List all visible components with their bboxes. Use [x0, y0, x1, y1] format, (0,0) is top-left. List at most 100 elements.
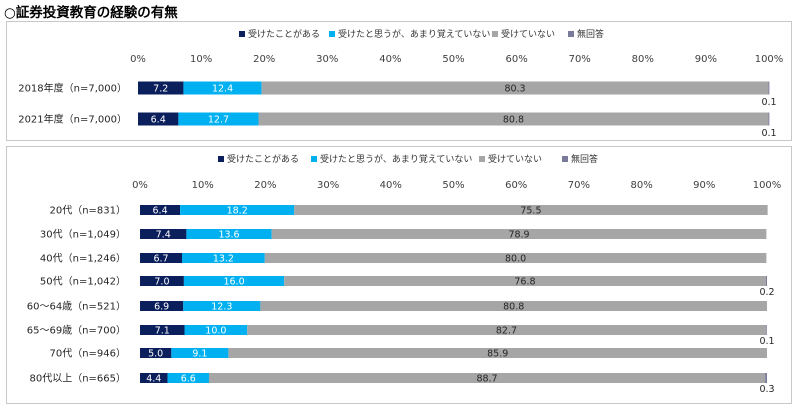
bar-segment-think_but_forgot — [183, 81, 262, 95]
data-label-not_received: 80.8 — [503, 302, 524, 313]
bar-segment-think_but_forgot — [171, 348, 229, 358]
x-tick-label: 20% — [254, 180, 276, 191]
bar-segment-think_but_forgot — [183, 276, 285, 286]
x-tick-label: 70% — [568, 180, 590, 191]
data-label-think_but_forgot: 16.0 — [223, 277, 244, 288]
bar-segment-experienced — [140, 205, 181, 215]
category-label: 80代以上（n=665） — [29, 373, 126, 385]
data-label-no_answer: 0.3 — [759, 384, 774, 395]
data-label-not_received: 78.9 — [508, 230, 529, 241]
data-label-experienced: 4.4 — [146, 374, 161, 385]
bar-segment-think_but_forgot — [178, 112, 259, 126]
data-label-think_but_forgot: 12.7 — [208, 115, 229, 126]
x-tick-label: 0% — [132, 180, 148, 191]
legend-swatch-experienced — [239, 31, 245, 37]
bar-segment-think_but_forgot — [167, 373, 209, 383]
data-label-think_but_forgot: 13.2 — [213, 254, 234, 265]
bar-segment-no_answer — [768, 112, 770, 126]
x-tick-label: 40% — [379, 54, 401, 65]
bar-segment-think_but_forgot — [182, 253, 265, 263]
x-tick-label: 50% — [442, 180, 464, 191]
data-label-think_but_forgot: 12.3 — [211, 302, 232, 313]
x-tick-label: 30% — [316, 54, 338, 65]
legend-swatch-not_received — [492, 31, 498, 37]
chart-panel-by-year: 受けたことがある 受けたと思うが、あまり覚えていない 受けていない 無回答 0% 10% 2… — [6, 21, 792, 141]
legend-swatch-think_but_forgot — [329, 31, 335, 37]
legend-swatch-no_answer — [562, 156, 568, 162]
legend-swatch-no_answer — [568, 31, 574, 37]
data-label-think_but_forgot: 18.2 — [227, 206, 248, 217]
x-tick-label: 10% — [190, 54, 212, 65]
bar-segment-experienced — [140, 276, 184, 286]
chart-panel-by-age: 受けたことがある 受けたと思うが、あまり覚えていない 受けていない 無回答 0% 10% 2… — [6, 146, 792, 404]
bar-segment-experienced — [140, 253, 183, 263]
category-label: 60～64歳（n=521） — [27, 301, 126, 313]
x-tick-label: 70% — [569, 54, 591, 65]
bar-segment-not_received — [294, 205, 768, 215]
bar-segment-not_received — [260, 301, 767, 311]
category-label: 30代（n=1,049） — [40, 229, 126, 241]
data-label-think_but_forgot: 9.1 — [192, 349, 207, 360]
data-label-experienced: 7.4 — [156, 230, 171, 241]
x-tick-label: 100% — [755, 54, 784, 65]
bar-segment-experienced — [140, 325, 185, 335]
stacked-bar-chart-by-age: 受けたことがある 受けたと思うが、あまり覚えていない 受けていない 無回答 0% 10% 2… — [27, 153, 782, 395]
bar-segment-think_but_forgot — [180, 205, 295, 215]
category-label: 2018年度（n=7,000） — [18, 82, 127, 95]
bar-segment-think_but_forgot — [184, 325, 248, 335]
data-label-experienced: 6.9 — [154, 302, 169, 313]
bar-segment-not_received — [258, 112, 769, 126]
x-tick-label: 30% — [317, 180, 339, 191]
data-label-think_but_forgot: 10.0 — [205, 326, 226, 337]
bar-segment-not_received — [208, 373, 766, 383]
bar-segment-think_but_forgot — [186, 229, 272, 239]
data-label-not_received: 88.7 — [476, 374, 497, 385]
bar-segment-experienced — [140, 373, 168, 383]
data-label-think_but_forgot: 13.6 — [218, 230, 239, 241]
bar-segment-no_answer — [765, 325, 767, 335]
x-tick-label: 10% — [192, 180, 214, 191]
bar-segment-experienced — [140, 229, 187, 239]
legend-label-think_but_forgot: 受けたと思うが、あまり覚えていない — [338, 28, 490, 40]
x-tick-label: 40% — [380, 180, 402, 191]
data-label-think_but_forgot: 6.6 — [181, 374, 196, 385]
legend-swatch-experienced — [218, 156, 224, 162]
legend-swatch-not_received — [479, 156, 485, 162]
legend-swatch-think_but_forgot — [311, 156, 317, 162]
bar-segment-experienced — [138, 112, 179, 126]
legend-label-experienced: 受けたことがある — [227, 153, 299, 165]
bar-segment-not_received — [271, 229, 767, 239]
category-label: 70代（n=946） — [49, 348, 126, 360]
data-label-no_answer: 0.1 — [759, 336, 774, 347]
x-tick-label: 90% — [695, 54, 717, 65]
legend-label-not_received: 受けていない — [488, 153, 542, 165]
bar-segment-not_received — [228, 348, 768, 358]
bar-segment-not_received — [264, 253, 767, 263]
x-tick-label: 60% — [505, 180, 527, 191]
bar-segment-not_received — [247, 325, 766, 335]
data-label-not_received: 80.8 — [503, 115, 524, 126]
data-label-experienced: 6.4 — [151, 115, 166, 126]
x-tick-label: 20% — [253, 54, 275, 65]
page-title: ○証券投資教育の経験の有無 — [4, 5, 178, 21]
x-tick-label: 90% — [693, 180, 715, 191]
x-tick-label: 100% — [753, 180, 782, 191]
data-label-not_received: 82.7 — [496, 326, 517, 337]
data-label-no_answer: 0.1 — [761, 128, 776, 139]
bar-segment-experienced — [140, 301, 184, 311]
stacked-bar-chart-by-year: 受けたことがある 受けたと思うが、あまり覚えていない 受けていない 無回答 0% 10% 2… — [18, 28, 784, 139]
category-label: 40代（n=1,246） — [40, 253, 126, 265]
bar-segment-experienced — [138, 81, 184, 95]
data-label-not_received: 80.0 — [505, 254, 526, 265]
data-label-experienced: 6.7 — [153, 254, 168, 265]
data-label-no_answer: 0.2 — [759, 287, 774, 298]
data-label-no_answer: 0.1 — [761, 97, 776, 108]
data-label-experienced: 7.1 — [155, 326, 170, 337]
data-label-not_received: 85.9 — [487, 349, 508, 360]
bar-segment-no_answer — [765, 373, 767, 383]
x-tick-label: 0% — [130, 54, 146, 65]
x-tick-label: 80% — [632, 54, 654, 65]
legend-label-no_answer: 無回答 — [577, 28, 604, 40]
category-label: 20代（n=831） — [49, 205, 126, 217]
data-label-not_received: 80.3 — [504, 84, 525, 95]
